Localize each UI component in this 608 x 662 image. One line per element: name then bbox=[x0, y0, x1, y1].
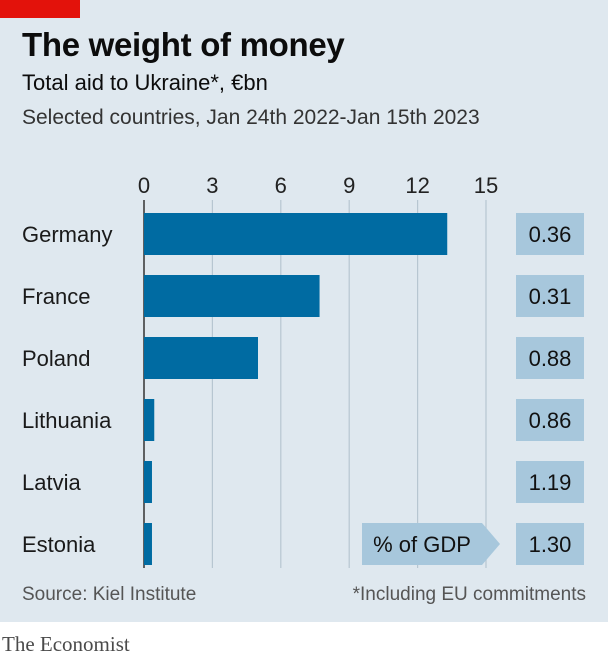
gdp-arrow-tag bbox=[362, 523, 500, 565]
footnote: *Including EU commitments bbox=[352, 584, 586, 605]
gdp-value-box bbox=[516, 337, 584, 379]
category-label: Germany bbox=[22, 222, 112, 247]
x-tick-label: 9 bbox=[343, 173, 355, 198]
gdp-value-label: 0.86 bbox=[529, 408, 572, 433]
bar bbox=[144, 399, 155, 441]
gdp-value-label: 1.30 bbox=[529, 532, 572, 557]
bar bbox=[144, 461, 152, 503]
gdp-column-label: % of GDP bbox=[373, 532, 471, 557]
economist-logo-text: The Economist bbox=[2, 632, 130, 656]
gdp-value-label: 0.36 bbox=[529, 222, 572, 247]
x-tick-label: 15 bbox=[474, 173, 498, 198]
bar bbox=[144, 213, 448, 255]
bar bbox=[144, 275, 320, 317]
chart-period: Selected countries, Jan 24th 2022-Jan 15… bbox=[22, 106, 480, 129]
gdp-value-label: 0.31 bbox=[529, 284, 572, 309]
category-label: Lithuania bbox=[22, 408, 112, 433]
x-tick-label: 12 bbox=[405, 173, 429, 198]
source-note: Source: Kiel Institute bbox=[22, 584, 197, 605]
category-label: Latvia bbox=[22, 470, 81, 495]
gdp-value-label: 1.19 bbox=[529, 470, 572, 495]
x-tick-label: 6 bbox=[275, 173, 287, 198]
gdp-value-box bbox=[516, 523, 584, 565]
chart-subtitle: Total aid to Ukraine*, €bn bbox=[22, 70, 268, 95]
category-label: Estonia bbox=[22, 532, 96, 557]
x-tick-label: 3 bbox=[206, 173, 218, 198]
gdp-value-label: 0.88 bbox=[529, 346, 572, 371]
bar-chart: 0 3 6 9 12 15 Germany 0.36 France 0.31 Poland 0.88 L… bbox=[22, 173, 584, 568]
brand-red-tag bbox=[0, 0, 80, 18]
category-label: Poland bbox=[22, 346, 91, 371]
bar bbox=[144, 337, 258, 379]
gdp-value-box bbox=[516, 399, 584, 441]
gdp-value-box bbox=[516, 461, 584, 503]
x-tick-label: 0 bbox=[138, 173, 150, 198]
category-label: France bbox=[22, 284, 90, 309]
bar bbox=[144, 523, 152, 565]
gdp-value-box bbox=[516, 275, 584, 317]
chart-title: The weight of money bbox=[22, 26, 345, 63]
gdp-value-box bbox=[516, 213, 584, 255]
